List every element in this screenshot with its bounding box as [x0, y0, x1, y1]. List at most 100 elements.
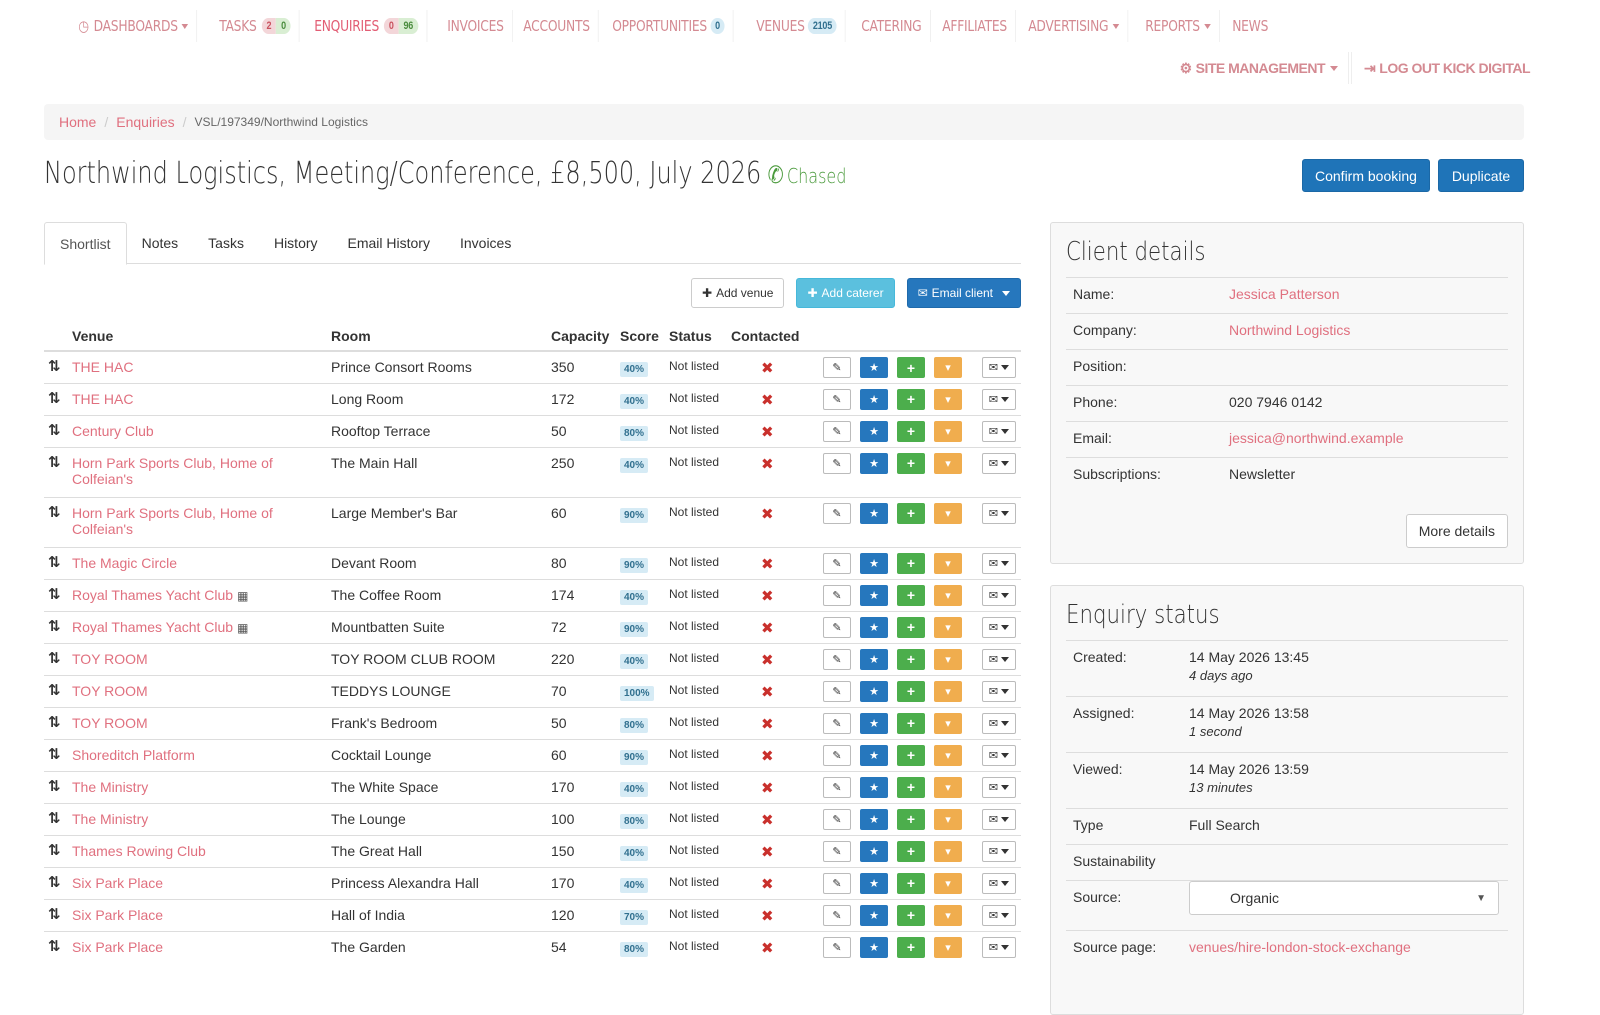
thumbs-down-icon[interactable]: ▾	[934, 744, 962, 766]
plus-icon[interactable]: +	[897, 584, 925, 606]
plus-icon[interactable]: +	[897, 808, 925, 830]
plus-icon[interactable]: +	[897, 357, 925, 378]
tab-email-history[interactable]: Email History	[347, 235, 430, 251]
edit-pencil-icon[interactable]: ✎	[823, 357, 851, 378]
source-page-link[interactable]: venues/hire-london-stock-exchange	[1189, 939, 1411, 955]
star-icon[interactable]: ★	[860, 616, 888, 638]
plus-icon[interactable]: +	[897, 840, 925, 862]
drag-sort-icon[interactable]: ⇅	[48, 358, 61, 375]
venue-link[interactable]: Royal Thames Yacht Club	[72, 586, 234, 603]
client-name-link[interactable]: Jessica Patterson	[1229, 286, 1340, 302]
edit-pencil-icon[interactable]: ✎	[823, 840, 851, 862]
edit-pencil-icon[interactable]: ✎	[823, 616, 851, 638]
nav-dashboards[interactable]: ◷ Dashboards	[70, 10, 198, 42]
venue-link[interactable]: The Magic Circle	[72, 554, 178, 571]
nav-news[interactable]: News	[1224, 10, 1276, 42]
star-icon[interactable]: ★	[860, 776, 888, 798]
star-icon[interactable]: ★	[860, 357, 888, 378]
email-dropdown-button[interactable]: ✉	[982, 776, 1016, 798]
nav-affiliates[interactable]: Affiliates	[934, 10, 1016, 42]
plus-icon[interactable]: +	[897, 648, 925, 670]
client-company-link[interactable]: Northwind Logistics	[1229, 322, 1351, 338]
venue-link[interactable]: The Ministry	[72, 810, 149, 827]
nav-accounts[interactable]: Accounts	[515, 10, 600, 42]
star-icon[interactable]: ★	[860, 502, 888, 524]
drag-sort-icon[interactable]: ⇅	[48, 777, 61, 795]
nav-venues[interactable]: Venues 2105	[748, 10, 846, 42]
star-icon[interactable]: ★	[860, 744, 888, 766]
calendar-icon[interactable]: ▦	[237, 620, 249, 635]
tab-notes[interactable]: Notes	[141, 235, 179, 251]
nav-advertising[interactable]: Advertising	[1020, 10, 1128, 42]
drag-sort-icon[interactable]: ⇅	[48, 649, 61, 667]
star-icon[interactable]: ★	[860, 872, 888, 894]
source-select[interactable]: Organic ▼	[1189, 881, 1499, 915]
email-dropdown-button[interactable]: ✉	[982, 872, 1016, 894]
email-dropdown-button[interactable]: ✉	[982, 904, 1016, 926]
venue-link[interactable]: TOY ROOM	[72, 650, 148, 667]
header-room[interactable]: Room	[331, 320, 551, 352]
venue-link[interactable]: Century Club	[72, 422, 154, 439]
edit-pencil-icon[interactable]: ✎	[823, 744, 851, 766]
email-dropdown-button[interactable]: ✉	[982, 680, 1016, 702]
logout-link[interactable]: ⇥ Log Out Kick Digital	[1354, 52, 1540, 84]
email-dropdown-button[interactable]: ✉	[982, 616, 1016, 638]
email-dropdown-button[interactable]: ✉	[982, 840, 1016, 862]
venue-link[interactable]: TOY ROOM	[72, 682, 148, 699]
drag-sort-icon[interactable]: ⇅	[48, 873, 61, 891]
confirm-booking-button[interactable]: Confirm booking	[1302, 159, 1430, 192]
thumbs-down-icon[interactable]: ▾	[934, 584, 962, 606]
drag-sort-icon[interactable]: ⇅	[48, 713, 61, 731]
star-icon[interactable]: ★	[860, 420, 888, 442]
star-icon[interactable]: ★	[860, 904, 888, 926]
thumbs-down-icon[interactable]: ▾	[934, 872, 962, 894]
email-dropdown-button[interactable]: ✉	[982, 648, 1016, 670]
star-icon[interactable]: ★	[860, 584, 888, 606]
email-dropdown-button[interactable]: ✉	[982, 584, 1016, 606]
drag-sort-icon[interactable]: ⇅	[48, 421, 61, 439]
plus-icon[interactable]: +	[897, 904, 925, 926]
venue-link[interactable]: Six Park Place	[72, 874, 164, 891]
thumbs-down-icon[interactable]: ▾	[934, 552, 962, 574]
thumbs-down-icon[interactable]: ▾	[934, 680, 962, 702]
edit-pencil-icon[interactable]: ✎	[823, 584, 851, 606]
drag-sort-icon[interactable]: ⇅	[48, 809, 61, 827]
star-icon[interactable]: ★	[860, 712, 888, 734]
star-icon[interactable]: ★	[860, 552, 888, 574]
plus-icon[interactable]: +	[897, 744, 925, 766]
venue-link[interactable]: THE HAC	[72, 390, 134, 407]
star-icon[interactable]: ★	[860, 452, 888, 474]
drag-sort-icon[interactable]: ⇅	[48, 553, 61, 571]
venue-link[interactable]: Horn Park Sports Club, Home of Colfeian'…	[72, 504, 273, 537]
edit-pencil-icon[interactable]: ✎	[823, 712, 851, 734]
duplicate-button[interactable]: Duplicate	[1438, 159, 1524, 192]
thumbs-down-icon[interactable]: ▾	[934, 648, 962, 670]
plus-icon[interactable]: +	[897, 420, 925, 442]
venue-link[interactable]: The Ministry	[72, 778, 149, 795]
venue-link[interactable]: Shoreditch Platform	[72, 746, 195, 763]
thumbs-down-icon[interactable]: ▾	[934, 502, 962, 524]
nav-invoices[interactable]: Invoices	[439, 10, 514, 42]
add-caterer-button[interactable]: ✚ Add caterer	[796, 278, 895, 308]
drag-sort-icon[interactable]: ⇅	[48, 937, 61, 955]
plus-icon[interactable]: +	[897, 552, 925, 574]
thumbs-down-icon[interactable]: ▾	[934, 936, 962, 958]
drag-sort-icon[interactable]: ⇅	[48, 841, 61, 859]
email-dropdown-button[interactable]: ✉	[982, 744, 1016, 766]
thumbs-down-icon[interactable]: ▾	[934, 388, 962, 410]
thumbs-down-icon[interactable]: ▾	[934, 357, 962, 378]
venue-link[interactable]: Horn Park Sports Club, Home of Colfeian'…	[72, 454, 273, 487]
drag-sort-icon[interactable]: ⇅	[48, 453, 61, 471]
header-capacity[interactable]: Capacity	[551, 320, 620, 352]
email-dropdown-button[interactable]: ✉	[982, 808, 1016, 830]
plus-icon[interactable]: +	[897, 776, 925, 798]
drag-sort-icon[interactable]: ⇅	[48, 617, 61, 635]
plus-icon[interactable]: +	[897, 936, 925, 958]
edit-pencil-icon[interactable]: ✎	[823, 776, 851, 798]
nav-opportunities[interactable]: Opportunities 0	[604, 10, 734, 42]
header-contacted[interactable]: Contacted	[731, 320, 811, 352]
nav-reports[interactable]: Reports	[1137, 10, 1221, 42]
header-status[interactable]: Status	[669, 320, 731, 352]
email-dropdown-button[interactable]: ✉	[982, 357, 1016, 378]
drag-sort-icon[interactable]: ⇅	[48, 389, 61, 407]
